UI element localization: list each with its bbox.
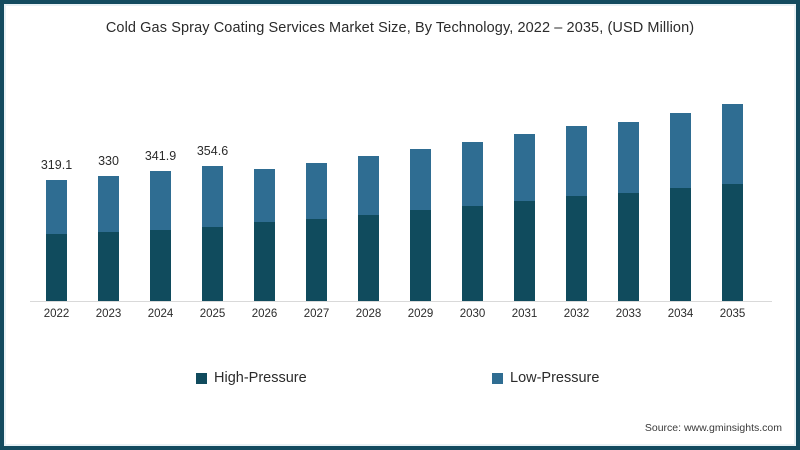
bar-segment-low-pressure[interactable] — [202, 166, 223, 227]
bar-segment-high-pressure[interactable] — [722, 184, 743, 302]
bar-segment-low-pressure[interactable] — [254, 169, 275, 222]
x-axis-tick-2034: 2034 — [667, 308, 694, 320]
bar-column[interactable] — [202, 166, 223, 302]
bar-stack — [150, 171, 171, 302]
bar-column[interactable] — [358, 156, 379, 302]
bar-stack — [410, 149, 431, 302]
bar-segment-high-pressure[interactable] — [46, 234, 67, 302]
bar-segment-low-pressure[interactable] — [410, 149, 431, 210]
x-axis-tick-2029: 2029 — [407, 308, 434, 320]
bar-segment-low-pressure[interactable] — [46, 180, 67, 234]
bar-column[interactable] — [670, 113, 691, 302]
bar-segment-high-pressure[interactable] — [98, 232, 119, 302]
legend-item-low-pressure[interactable]: Low-Pressure — [492, 370, 599, 386]
source-note: Source: www.gminsights.com — [644, 422, 782, 434]
x-axis-tick-2023: 2023 — [95, 308, 122, 320]
bar-stack — [618, 122, 639, 302]
bar-column[interactable] — [566, 126, 587, 302]
legend-swatch-icon — [196, 372, 207, 384]
bar-segment-low-pressure[interactable] — [306, 163, 327, 219]
bar-column[interactable] — [618, 122, 639, 302]
x-axis-tick-2031: 2031 — [511, 308, 538, 320]
bar-segment-low-pressure[interactable] — [722, 104, 743, 184]
bar-segment-high-pressure[interactable] — [150, 230, 171, 302]
chart-title: Cold Gas Spray Coating Services Market S… — [105, 20, 695, 36]
x-axis-tick-2026: 2026 — [251, 308, 278, 320]
bar-segment-low-pressure[interactable] — [462, 142, 483, 206]
bar-value-label: 354.6 — [196, 144, 229, 158]
bar-column[interactable] — [46, 180, 67, 302]
legend-label: Low-Pressure — [510, 370, 600, 386]
bar-segment-low-pressure[interactable] — [150, 171, 171, 230]
bar-stack — [670, 113, 691, 302]
bar-column[interactable] — [254, 169, 275, 302]
x-axis-tick-2024: 2024 — [147, 308, 174, 320]
bar-segment-high-pressure[interactable] — [254, 222, 275, 302]
bar-segment-low-pressure[interactable] — [514, 134, 535, 201]
bar-segment-high-pressure[interactable] — [306, 219, 327, 302]
legend-item-high-pressure[interactable]: High-Pressure — [196, 370, 307, 386]
bar-segment-low-pressure[interactable] — [618, 122, 639, 193]
bar-stack — [202, 166, 223, 302]
bar-column[interactable] — [98, 176, 119, 302]
bar-stack — [514, 134, 535, 302]
bar-segment-low-pressure[interactable] — [566, 126, 587, 196]
x-axis-tick-2027: 2027 — [303, 308, 330, 320]
bar-column[interactable] — [150, 171, 171, 302]
bar-column[interactable] — [462, 142, 483, 302]
legend-label: High-Pressure — [214, 370, 307, 386]
bar-segment-low-pressure[interactable] — [670, 113, 691, 188]
bar-segment-high-pressure[interactable] — [358, 215, 379, 302]
plot-area: 319.1 330 341.9 354.6 — [40, 104, 743, 302]
x-axis-line — [30, 301, 772, 302]
bar-value-label: 341.9 — [144, 149, 177, 163]
bar-value-label: 319.1 — [40, 158, 73, 172]
bar-segment-high-pressure[interactable] — [670, 188, 691, 302]
bar-stack — [462, 142, 483, 302]
x-axis-tick-2028: 2028 — [355, 308, 382, 320]
bar-segment-low-pressure[interactable] — [358, 156, 379, 215]
x-axis-tick-2032: 2032 — [563, 308, 590, 320]
bar-segment-low-pressure[interactable] — [98, 176, 119, 232]
bar-segment-high-pressure[interactable] — [566, 196, 587, 302]
bar-value-label: 330 — [98, 154, 119, 168]
bar-segment-high-pressure[interactable] — [462, 206, 483, 302]
bar-segment-high-pressure[interactable] — [202, 227, 223, 302]
bar-column[interactable] — [306, 163, 327, 302]
x-axis-tick-2033: 2033 — [615, 308, 642, 320]
bar-column[interactable] — [514, 134, 535, 302]
chart-legend: High-Pressure Low-Pressure — [0, 370, 800, 394]
x-axis-tick-2022: 2022 — [43, 308, 70, 320]
bar-column[interactable] — [410, 149, 431, 302]
bar-stack — [306, 163, 327, 302]
bar-stack — [254, 169, 275, 302]
bar-segment-high-pressure[interactable] — [618, 193, 639, 302]
bar-segment-high-pressure[interactable] — [514, 201, 535, 302]
x-axis-tick-labels: 2022 2023 2024 2025 2026 2027 2028 2029 2030 2031… — [0, 308, 800, 328]
bar-stack — [46, 180, 67, 302]
x-axis-tick-2025: 2025 — [199, 308, 226, 320]
bar-column[interactable] — [722, 104, 743, 302]
x-axis-tick-2030: 2030 — [459, 308, 486, 320]
x-axis-tick-2035: 2035 — [719, 308, 746, 320]
bar-stack — [358, 156, 379, 302]
legend-swatch-icon — [492, 372, 503, 384]
bar-segment-high-pressure[interactable] — [410, 210, 431, 302]
bar-stack — [98, 176, 119, 302]
bar-stack — [566, 126, 587, 302]
bar-stack — [722, 104, 743, 302]
